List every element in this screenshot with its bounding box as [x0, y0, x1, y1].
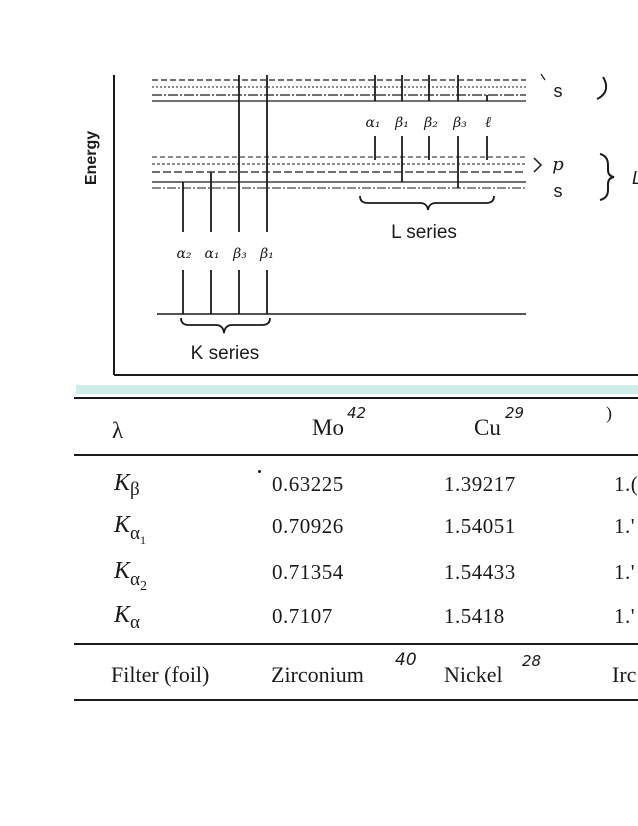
l-series-label: L series [391, 222, 457, 243]
header-cu-name: Cu [474, 415, 501, 440]
l-line-beta1: β₁ [394, 115, 409, 131]
row-kbeta-cut: 1.( [614, 472, 638, 496]
p-arrow [533, 157, 543, 173]
row-kalpha1-cut: 1.' [614, 514, 636, 538]
table-header-rule [74, 454, 638, 456]
table-bottom-rule [74, 699, 638, 701]
row-kbeta-mo: 0.63225 [272, 472, 344, 496]
energy-level-diagram: Energy s p s L α₁ β₁ β₂ β₃ ℓ L series α₂… [83, 73, 638, 376]
k-line-alpha1: α₁ [204, 246, 219, 262]
k-line-beta3: β₃ [232, 246, 247, 262]
shell-label-l-edge: L [632, 168, 638, 188]
l-shell-brace [599, 153, 615, 201]
row-kalpha2-cu: 1.54433 [444, 560, 516, 584]
filter-label: Filter (foil) [111, 662, 210, 687]
row-kalpha2-mo: 0.71354 [272, 560, 344, 584]
l-line-beta3: β₃ [452, 115, 467, 131]
row-kalpha2-cut: 1.' [614, 560, 636, 584]
table-body-rule [74, 643, 638, 645]
diagram-frame [113, 75, 638, 376]
scan-band [76, 385, 638, 394]
l-series-brace [359, 195, 495, 211]
header-mo-note: 42 [347, 404, 367, 422]
upper-shell-brace [596, 76, 608, 100]
l-line-ell: ℓ [485, 113, 491, 131]
top-tick [540, 73, 546, 81]
header-partial-mark: ) [606, 403, 612, 423]
header-mo-name: Mo [312, 415, 344, 440]
upper-shell-lines [152, 79, 526, 102]
shell-label-p: p [552, 154, 564, 175]
stray-dot [258, 470, 261, 473]
l-line-alpha1: α₁ [365, 115, 380, 131]
header-mo: Mo [312, 415, 344, 441]
row-kalpha-mo: 0.7107 [272, 604, 333, 628]
row-kbeta-symbol: Kβ [114, 470, 140, 500]
energy-axis-label: Energy [83, 131, 100, 185]
row-kalpha-cut: 1.' [614, 604, 636, 628]
row-kalpha1-cu: 1.54051 [444, 514, 516, 538]
k-line-alpha2: α₂ [176, 246, 191, 262]
row-kalpha1-symbol: Kα1 [114, 512, 146, 547]
row-kalpha-cu: 1.5418 [444, 604, 505, 628]
shell-label-s-mid: s [554, 181, 563, 201]
filter-mo: Zirconium [271, 662, 364, 687]
table-top-rule [74, 397, 638, 399]
shell-label-s-top: s [554, 81, 563, 101]
filter-cut: Irc [612, 662, 637, 687]
row-kalpha-symbol: Kα [114, 602, 140, 633]
middle-shell-lines [152, 156, 526, 189]
filter-mo-note: 40 [395, 650, 417, 670]
k-series-transitions [182, 75, 268, 314]
header-cu: Cu [474, 415, 501, 441]
header-lambda: λ [112, 418, 124, 443]
row-kalpha2-symbol: Kα2 [114, 558, 147, 594]
l-series-transitions [374, 75, 488, 188]
row-kalpha1-mo: 0.70926 [272, 514, 344, 538]
k-line-beta1: β₁ [259, 246, 274, 262]
filter-cu: Nickel [444, 662, 503, 687]
l-line-beta2: β₂ [423, 115, 438, 131]
filter-cu-note: 28 [522, 652, 542, 670]
header-cu-note: 29 [505, 404, 525, 422]
k-series-label: K series [191, 343, 260, 364]
row-kbeta-cu: 1.39217 [444, 472, 516, 496]
k-series-brace [180, 317, 271, 334]
